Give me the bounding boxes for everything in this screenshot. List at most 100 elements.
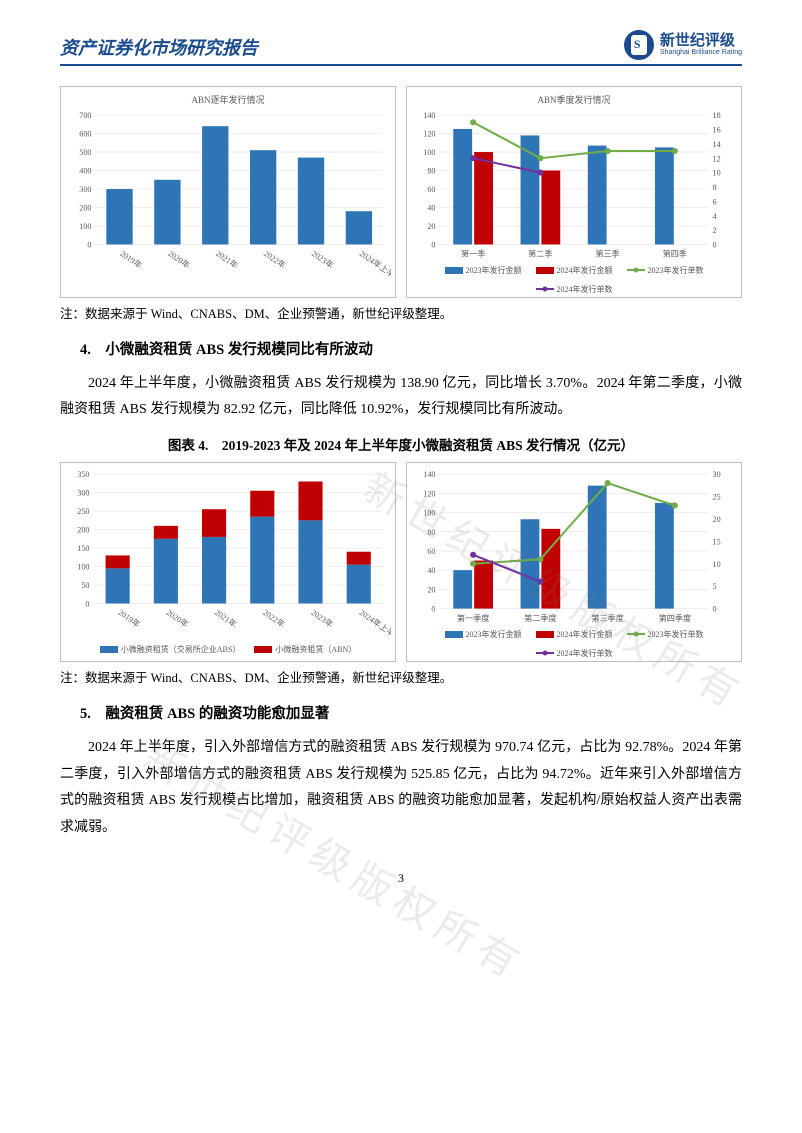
svg-text:100: 100	[77, 563, 89, 572]
stacked-bar-chart-svg: 0501001502002503003502019年2020年2021年2022…	[65, 469, 391, 642]
svg-text:2024年上半年度: 2024年上半年度	[358, 248, 391, 283]
legend-item: 2023年发行单数	[627, 265, 704, 276]
svg-text:4: 4	[713, 212, 717, 221]
swatch	[254, 646, 272, 653]
section-heading-5: 5. 融资租赁 ABS 的融资功能愈加显著	[80, 702, 742, 723]
paragraph: 2024 年上半年度，小微融资租赁 ABS 发行规模为 138.90 亿元，同比…	[60, 371, 742, 424]
svg-text:600: 600	[79, 130, 91, 139]
svg-text:20: 20	[427, 585, 435, 594]
svg-text:200: 200	[79, 204, 91, 213]
swatch-line	[627, 633, 645, 635]
svg-text:20: 20	[713, 515, 721, 524]
svg-text:0: 0	[87, 241, 91, 250]
svg-text:第二季: 第二季	[528, 249, 552, 259]
svg-text:100: 100	[423, 148, 435, 157]
svg-text:15: 15	[713, 537, 721, 546]
chart-micro-quarterly: 020406080100120140051015202530第一季度第二季度第三…	[406, 462, 742, 662]
svg-text:30: 30	[713, 470, 721, 479]
section-heading-4: 4. 小微融资租赁 ABS 发行规模同比有所波动	[80, 338, 742, 359]
svg-text:2019年: 2019年	[116, 607, 142, 629]
svg-text:250: 250	[77, 507, 89, 516]
legend-label: 2023年发行金额	[466, 629, 522, 640]
svg-text:300: 300	[77, 489, 89, 498]
svg-text:10: 10	[713, 560, 721, 569]
chart-title: ABN季度发行情况	[411, 93, 737, 106]
svg-text:300: 300	[79, 185, 91, 194]
svg-text:2: 2	[713, 226, 717, 235]
svg-text:80: 80	[427, 528, 435, 537]
svg-text:100: 100	[423, 509, 435, 518]
svg-text:0: 0	[431, 241, 435, 250]
svg-text:2024年上半年度: 2024年上半年度	[358, 607, 391, 642]
svg-text:2023年: 2023年	[310, 248, 336, 270]
logo-cn: 新世纪评级	[660, 33, 742, 50]
swatch-line	[536, 288, 554, 290]
page-number: 3	[60, 871, 742, 886]
svg-text:150: 150	[77, 544, 89, 553]
figure-caption-4: 图表 4. 2019-2023 年及 2024 年上半年度小微融资租赁 ABS …	[60, 434, 742, 454]
legend-item: 2024年发行金额	[536, 265, 613, 276]
svg-text:20: 20	[427, 222, 435, 231]
legend-item: 小微融资租赁（ABN）	[254, 644, 356, 655]
svg-text:5: 5	[713, 582, 717, 591]
svg-text:200: 200	[77, 526, 89, 535]
svg-text:0: 0	[85, 600, 89, 609]
legend-label: 2023年发行单数	[648, 265, 704, 276]
svg-text:2022年: 2022年	[261, 607, 287, 629]
page: 资产证券化市场研究报告 新世纪评级 Shanghai Brilliance Ra…	[0, 0, 802, 926]
svg-text:500: 500	[79, 148, 91, 157]
svg-text:第三季: 第三季	[595, 249, 619, 259]
legend-label: 2024年发行单数	[557, 284, 613, 295]
svg-text:12: 12	[713, 154, 721, 163]
svg-text:140: 140	[423, 111, 435, 120]
chart-title: ABN逐年发行情况	[65, 93, 391, 106]
svg-text:2020年: 2020年	[165, 607, 191, 629]
svg-text:6: 6	[713, 197, 717, 206]
legend-item: 2023年发行单数	[627, 629, 704, 640]
source-note: 注：数据来源于 Wind、CNABS、DM、企业预警通，新世纪评级整理。	[60, 304, 742, 324]
report-title: 资产证券化市场研究报告	[60, 34, 258, 60]
legend-item: 小微融资租赁（交易所企业ABS）	[100, 644, 241, 655]
legend-item: 2023年发行金额	[445, 629, 522, 640]
combo-chart-svg: 020406080100120140051015202530第一季度第二季度第三…	[411, 469, 737, 627]
svg-text:第一季度: 第一季度	[457, 613, 490, 623]
legend-label: 小微融资租赁（ABN）	[275, 644, 356, 655]
svg-text:0: 0	[713, 605, 717, 614]
svg-text:第三季度: 第三季度	[591, 613, 624, 623]
svg-text:2021年: 2021年	[213, 607, 239, 629]
svg-text:14: 14	[713, 140, 721, 149]
svg-text:50: 50	[81, 581, 89, 590]
svg-text:0: 0	[713, 241, 717, 250]
legend-label: 2024年发行金额	[557, 629, 613, 640]
swatch-line	[627, 269, 645, 271]
logo-icon	[624, 30, 654, 60]
svg-text:第二季度: 第二季度	[524, 613, 557, 623]
swatch	[536, 631, 554, 638]
legend-item: 2023年发行金额	[445, 265, 522, 276]
chart-row-micro: 0501001502002503003502019年2020年2021年2022…	[60, 462, 742, 662]
header: 资产证券化市场研究报告 新世纪评级 Shanghai Brilliance Ra…	[60, 30, 742, 66]
svg-text:400: 400	[79, 167, 91, 176]
chart-legend: 小微融资租赁（交易所企业ABS） 小微融资租赁（ABN）	[65, 644, 391, 655]
svg-text:120: 120	[423, 489, 435, 498]
svg-text:60: 60	[427, 547, 435, 556]
source-note: 注：数据来源于 Wind、CNABS、DM、企业预警通，新世纪评级整理。	[60, 668, 742, 688]
legend-item: 2024年发行单数	[536, 284, 613, 295]
brand-logo: 新世纪评级 Shanghai Brilliance Rating	[624, 30, 742, 60]
combo-chart-svg: 020406080100120140024681012141618第一季第二季第…	[411, 110, 737, 263]
paragraph: 2024 年上半年度，引入外部增信方式的融资租赁 ABS 发行规模为 970.7…	[60, 735, 742, 841]
bar-chart-svg: 01002003004005006007002019年2020年2021年202…	[65, 110, 391, 283]
svg-text:40: 40	[427, 566, 435, 575]
svg-text:120: 120	[423, 130, 435, 139]
svg-text:16: 16	[713, 126, 721, 135]
svg-text:700: 700	[79, 111, 91, 120]
svg-text:2023年: 2023年	[309, 607, 335, 629]
legend-label: 2023年发行金额	[466, 265, 522, 276]
chart-micro-yearly: 0501001502002503003502019年2020年2021年2022…	[60, 462, 396, 662]
svg-text:40: 40	[427, 204, 435, 213]
svg-text:100: 100	[79, 222, 91, 231]
svg-text:0: 0	[431, 605, 435, 614]
svg-text:第四季: 第四季	[663, 249, 687, 259]
svg-text:2020年: 2020年	[166, 248, 192, 270]
legend-item: 2024年发行单数	[536, 648, 613, 659]
